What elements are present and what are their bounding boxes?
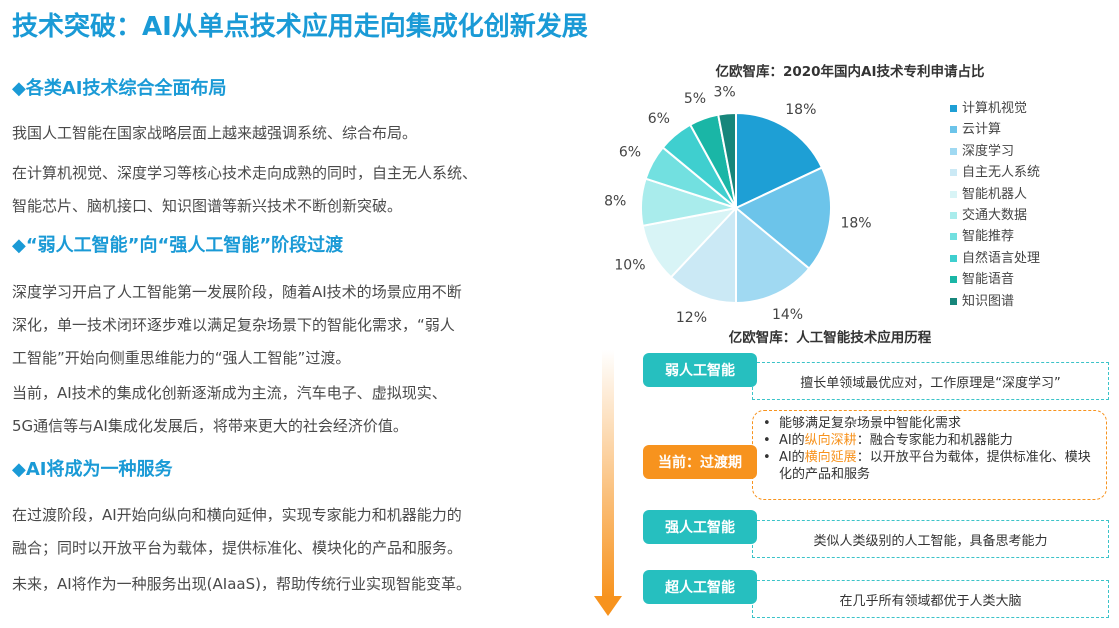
legend-item: 智能推荐	[950, 225, 1014, 244]
legend-label: 自主无人系统	[962, 165, 1041, 181]
paragraph: 当前，AI技术的集成化创新逐渐成为主流，汽车电子、虚拟现实、 5G通信等与AI集成…	[12, 384, 447, 435]
paragraph: 在计算机视觉、深度学习等核心技术走向成熟的同时，自主无人系统、 智能芯片、脑机接口…	[12, 164, 478, 215]
transition-description: • 能够满足复杂场景中智能化需求 • AI的纵向深耕：融合专家能力和机器能力 •…	[752, 410, 1107, 500]
legend-label: 智能语音	[962, 272, 1015, 288]
stage-transition: 当前：过渡期	[643, 445, 757, 479]
paragraph: 未来，AI将作为一种服务出现(AIaaS)，帮助传统行业实现智能变革。	[12, 575, 471, 593]
data-label: 12%	[676, 310, 707, 325]
data-label: 5%	[684, 91, 706, 107]
legend-swatch	[950, 276, 957, 284]
stage-description: 在几乎所有领域都优于人类大脑	[752, 580, 1109, 618]
legend-item: 深度学习	[950, 140, 1014, 159]
stage-description: 擅长单领域最优应对，工作原理是“深度学习”	[752, 362, 1109, 400]
legend-item: 自主无人系统	[950, 161, 1040, 180]
pie-slice	[734, 166, 832, 270]
data-label: 18%	[840, 216, 871, 232]
data-label: 14%	[772, 307, 803, 323]
timeline-title: 亿欧智库：人工智能技术应用历程	[728, 330, 932, 346]
legend-swatch	[950, 105, 957, 112]
legend-label: 云计算	[962, 122, 1002, 138]
legend-label: 深度学习	[962, 143, 1015, 159]
legend-item: 交通大数据	[950, 204, 1027, 223]
legend-swatch	[950, 233, 957, 241]
legend-label: 计算机视觉	[962, 101, 1028, 116]
stage-description: 类似人类级别的人工智能，具备思考能力	[752, 520, 1109, 558]
legend-swatch	[950, 254, 957, 262]
pie-slice	[735, 205, 811, 305]
paragraph: 我国人工智能在国家战略层面上越来越强调系统、综合布局。	[12, 124, 418, 142]
page-title: 技术突破：AI从单点技术应用走向集成化创新发展	[12, 12, 588, 42]
section-heading: ◆各类AI技术综合全面布局	[12, 78, 227, 99]
pie-chart: 18% 18% 14% 12% 10% 8% 6% 6% 5% 3%	[604, 85, 871, 325]
bullet: • 能够满足复杂场景中智能化需求	[763, 416, 961, 431]
legend-swatch	[950, 126, 957, 134]
legend-item: 智能机器人	[950, 183, 1027, 202]
legend-swatch	[950, 169, 957, 177]
legend-item: 自然语言处理	[950, 247, 1040, 266]
bullet: • AI的横向延展：以开放平台为载体，提供标准化、模块化的产品和服务	[763, 450, 1091, 482]
data-label: 18%	[785, 102, 816, 118]
data-label: 3%	[714, 85, 736, 101]
legend-label: 智能机器人	[962, 186, 1028, 202]
section-heading: ◆“弱人工智能”向“强人工智能”阶段过渡	[12, 235, 344, 256]
data-label: 6%	[619, 145, 641, 161]
paragraph: 深度学习开启了人工智能第一发展阶段，随着AI技术的场景应用不断 深化，单一技术闭环…	[12, 283, 462, 367]
stage-strong-ai: 强人工智能	[643, 510, 757, 544]
legend-label: 自然语言处理	[962, 250, 1041, 266]
legend-swatch	[950, 190, 957, 198]
pie-slice	[735, 111, 824, 210]
down-arrow-icon	[594, 350, 622, 616]
legend-item: 智能语音	[950, 268, 1014, 287]
legend-item: 云计算	[950, 118, 1001, 137]
bullet: • AI的纵向深耕：融合专家能力和机器能力	[763, 433, 1013, 448]
legend-label: 交通大数据	[962, 208, 1028, 223]
paragraph: 在过渡阶段，AI开始向纵向和横向延伸，实现专家能力和机器能力的 融合；同时以开放平…	[12, 506, 463, 557]
legend-item: 知识图谱	[950, 290, 1014, 309]
legend-label: 智能推荐	[962, 229, 1015, 245]
stage-weak-ai: 弱人工智能	[643, 353, 757, 387]
legend-swatch	[950, 147, 957, 155]
data-label: 6%	[648, 111, 670, 127]
pie-slice	[717, 111, 737, 209]
pie-slice	[669, 205, 737, 305]
data-label: 10%	[614, 257, 645, 273]
legend-swatch	[950, 212, 957, 219]
chart-title: 亿欧智库：2020年国内AI技术专利申请占比	[715, 64, 985, 80]
legend-swatch	[950, 297, 957, 305]
data-label: 8%	[604, 194, 626, 210]
stage-super-ai: 超人工智能	[643, 570, 757, 604]
legend-item: 计算机视觉	[950, 97, 1027, 116]
section-heading: ◆AI将成为一种服务	[12, 459, 173, 480]
legend-label: 知识图谱	[962, 293, 1015, 309]
